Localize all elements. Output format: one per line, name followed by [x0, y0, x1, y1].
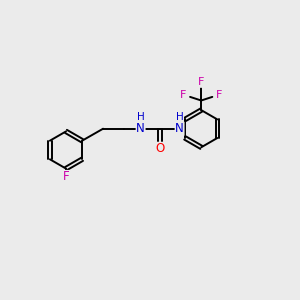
Text: H: H — [176, 112, 184, 122]
Text: H: H — [137, 112, 145, 122]
Text: O: O — [155, 142, 165, 155]
Text: N: N — [175, 122, 184, 135]
Text: F: F — [63, 170, 69, 184]
Text: F: F — [198, 77, 204, 87]
Text: F: F — [216, 90, 222, 100]
Text: F: F — [180, 90, 186, 100]
Text: N: N — [136, 122, 145, 135]
